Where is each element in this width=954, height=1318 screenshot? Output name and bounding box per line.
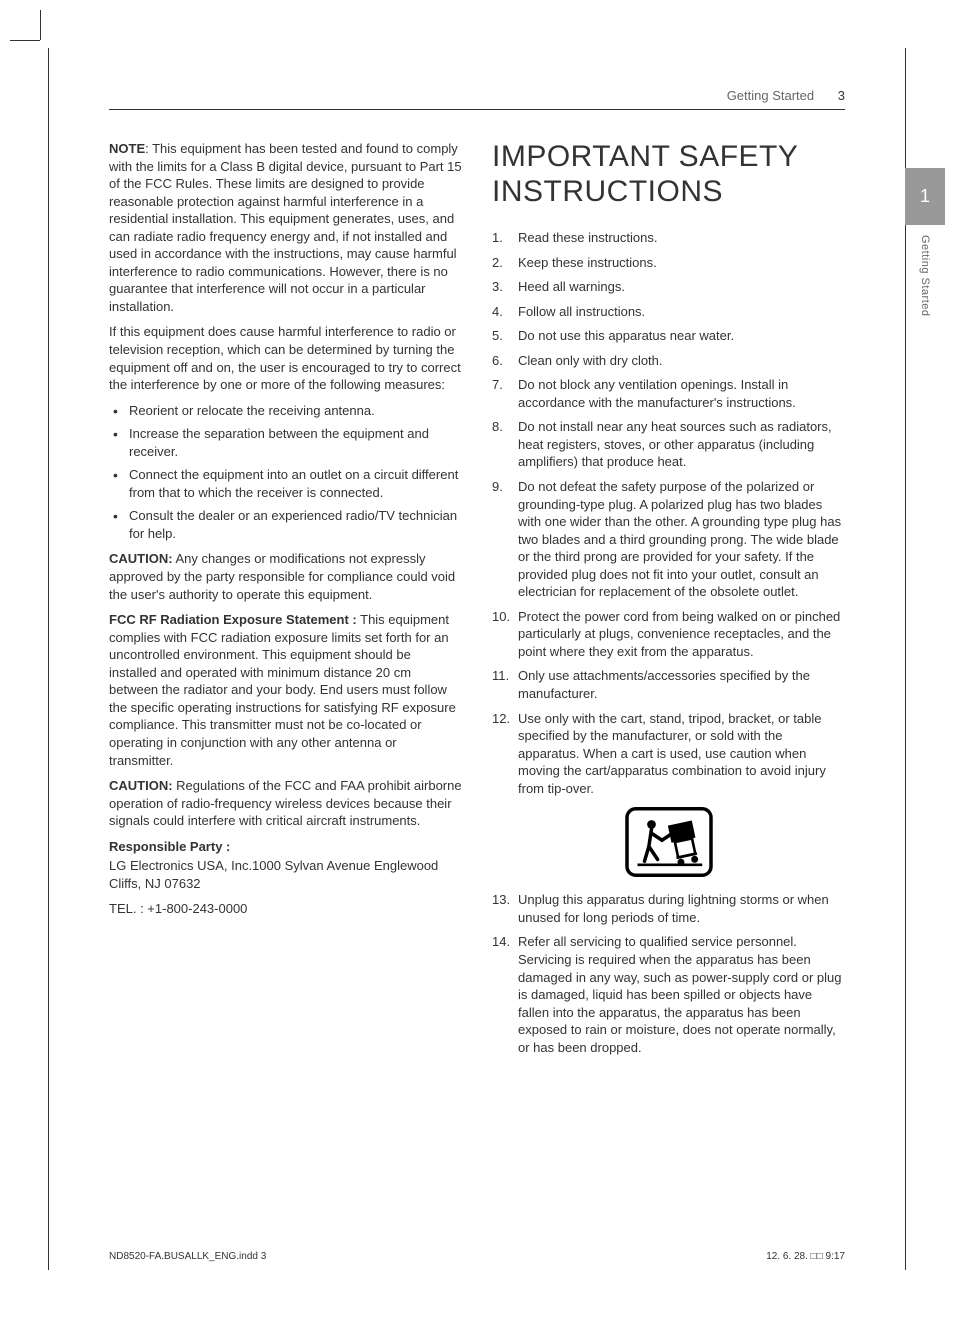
safety-instruction-item: Protect the power cord from being walked… bbox=[492, 608, 845, 661]
safety-instruction-item: Keep these instructions. bbox=[492, 254, 845, 272]
section-tab: 1 Getting Started bbox=[905, 168, 945, 327]
safety-instruction-item: Use only with the cart, stand, tripod, b… bbox=[492, 710, 845, 798]
fcc-label: FCC RF Radiation Exposure Statement : bbox=[109, 612, 357, 627]
caution2-label: CAUTION: bbox=[109, 778, 173, 793]
left-column: NOTE: This equipment has been tested and… bbox=[109, 140, 462, 1063]
safety-instruction-item: Heed all warnings. bbox=[492, 278, 845, 296]
caution1-label: CAUTION: bbox=[109, 551, 173, 566]
section-tab-number: 1 bbox=[905, 168, 945, 225]
safety-instruction-item: Read these instructions. bbox=[492, 229, 845, 247]
header-section-name: Getting Started bbox=[727, 88, 814, 103]
safety-instructions-list: Read these instructions. Keep these instr… bbox=[492, 229, 845, 1056]
footer-timestamp: 12. 6. 28. □□ 9:17 bbox=[766, 1251, 845, 1262]
responsible-party-label: Responsible Party : bbox=[109, 838, 462, 856]
header-page-number: 3 bbox=[838, 88, 845, 103]
safety-instruction-item: Do not defeat the safety purpose of the … bbox=[492, 478, 845, 601]
responsible-party-address: LG Electronics USA, Inc.1000 Sylvan Aven… bbox=[109, 857, 462, 892]
interference-paragraph: If this equipment does cause harmful int… bbox=[109, 323, 462, 393]
measures-list: Reorient or relocate the receiving anten… bbox=[109, 402, 462, 543]
safety-instruction-item: Only use attachments/accessories specifi… bbox=[492, 667, 845, 702]
list-item: Increase the separation between the equi… bbox=[109, 425, 462, 460]
footer-filename: ND8520-FA.BUSALLK_ENG.indd 3 bbox=[109, 1251, 266, 1262]
page-header: Getting Started 3 bbox=[109, 88, 845, 110]
note-label: NOTE bbox=[109, 141, 145, 156]
right-column: IMPORTANT SAFETY INSTRUCTIONS Read these… bbox=[492, 140, 845, 1063]
cart-tip-warning-icon bbox=[492, 807, 845, 877]
page-frame: 1 Getting Started Getting Started 3 NOTE… bbox=[48, 48, 906, 1270]
caution1-paragraph: CAUTION: Any changes or modifications no… bbox=[109, 550, 462, 603]
safety-instruction-item: Refer all servicing to qualified service… bbox=[492, 933, 845, 1056]
list-item: Reorient or relocate the receiving anten… bbox=[109, 402, 462, 420]
safety-instruction-item: Clean only with dry cloth. bbox=[492, 352, 845, 370]
section-tab-label: Getting Started bbox=[919, 225, 931, 327]
note-text: : This equipment has been tested and fou… bbox=[109, 141, 462, 314]
fcc-paragraph: FCC RF Radiation Exposure Statement : Th… bbox=[109, 611, 462, 769]
safety-instruction-item: Unplug this apparatus during lightning s… bbox=[492, 891, 845, 926]
safety-instruction-item: Follow all instructions. bbox=[492, 303, 845, 321]
fcc-text: This equipment complies with FCC radiati… bbox=[109, 612, 456, 767]
responsible-party-tel: TEL. : +1-800-243-0000 bbox=[109, 900, 462, 918]
safety-instruction-item: Do not install near any heat sources suc… bbox=[492, 418, 845, 471]
list-item: Connect the equipment into an outlet on … bbox=[109, 466, 462, 501]
list-item: Consult the dealer or an experienced rad… bbox=[109, 507, 462, 542]
safety-instruction-item: Do not block any ventilation openings. I… bbox=[492, 376, 845, 411]
note-paragraph: NOTE: This equipment has been tested and… bbox=[109, 140, 462, 315]
caution2-paragraph: CAUTION: Regulations of the FCC and FAA … bbox=[109, 777, 462, 830]
safety-instruction-item: Do not use this apparatus near water. bbox=[492, 327, 845, 345]
page-footer: ND8520-FA.BUSALLK_ENG.indd 3 12. 6. 28. … bbox=[109, 1251, 845, 1262]
safety-title: IMPORTANT SAFETY INSTRUCTIONS bbox=[492, 140, 845, 209]
